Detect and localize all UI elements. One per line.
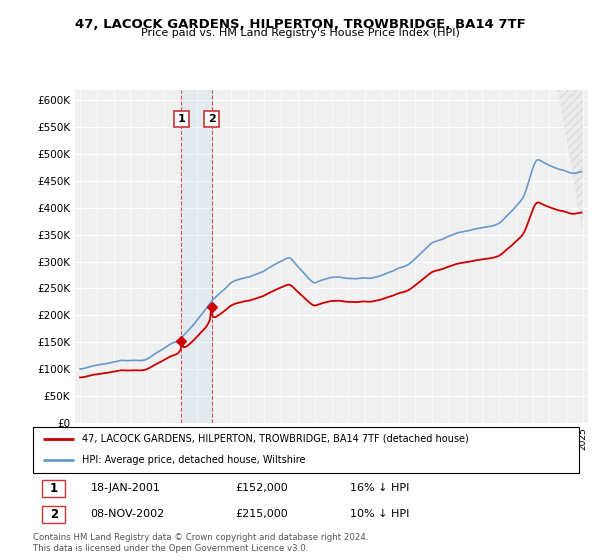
Bar	[181, 90, 212, 423]
Text: 08-NOV-2002: 08-NOV-2002	[91, 509, 164, 519]
Text: £152,000: £152,000	[235, 483, 288, 493]
FancyBboxPatch shape	[42, 480, 65, 497]
Text: 1: 1	[178, 114, 185, 124]
Text: 47, LACOCK GARDENS, HILPERTON, TROWBRIDGE, BA14 7TF (detached house): 47, LACOCK GARDENS, HILPERTON, TROWBRIDG…	[82, 434, 469, 444]
FancyBboxPatch shape	[33, 427, 579, 473]
Text: 16% ↓ HPI: 16% ↓ HPI	[350, 483, 409, 493]
Text: 2: 2	[50, 508, 58, 521]
Text: 18-JAN-2001: 18-JAN-2001	[91, 483, 160, 493]
Text: 2: 2	[208, 114, 215, 124]
Text: HPI: Average price, detached house, Wiltshire: HPI: Average price, detached house, Wilt…	[82, 455, 305, 465]
FancyBboxPatch shape	[42, 506, 65, 523]
Text: Price paid vs. HM Land Registry's House Price Index (HPI): Price paid vs. HM Land Registry's House …	[140, 28, 460, 38]
Polygon shape	[558, 90, 583, 235]
Text: £215,000: £215,000	[235, 509, 288, 519]
Text: 47, LACOCK GARDENS, HILPERTON, TROWBRIDGE, BA14 7TF: 47, LACOCK GARDENS, HILPERTON, TROWBRIDG…	[74, 18, 526, 31]
Text: Contains HM Land Registry data © Crown copyright and database right 2024.
This d: Contains HM Land Registry data © Crown c…	[33, 533, 368, 553]
Text: 1: 1	[50, 482, 58, 494]
Text: 10% ↓ HPI: 10% ↓ HPI	[350, 509, 409, 519]
